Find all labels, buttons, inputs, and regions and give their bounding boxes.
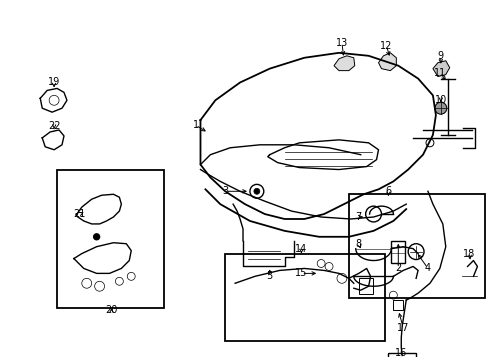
Polygon shape (432, 61, 449, 77)
Text: 21: 21 (74, 209, 86, 219)
Polygon shape (333, 56, 354, 71)
Text: 14: 14 (295, 244, 307, 254)
Text: 12: 12 (380, 41, 392, 51)
Bar (392, 300, 403, 310)
Bar (390, 241, 405, 262)
Text: 5: 5 (266, 271, 272, 282)
Text: 22: 22 (48, 121, 60, 131)
Text: 16: 16 (394, 347, 407, 357)
Text: 10: 10 (434, 95, 446, 105)
Polygon shape (378, 53, 395, 71)
Text: 7: 7 (355, 212, 361, 222)
Text: 17: 17 (396, 323, 408, 333)
Bar (57, 170, 163, 308)
Bar (348, 194, 485, 298)
Text: 11: 11 (433, 68, 445, 78)
Text: 4: 4 (424, 264, 430, 274)
Text: 6: 6 (385, 186, 391, 196)
Text: 9: 9 (437, 51, 443, 61)
Text: 2: 2 (394, 264, 401, 274)
Text: 3: 3 (222, 186, 228, 196)
Text: 20: 20 (105, 305, 118, 315)
Circle shape (94, 234, 100, 240)
Circle shape (253, 188, 259, 194)
Text: 1: 1 (192, 120, 198, 130)
Circle shape (434, 102, 446, 114)
Text: 15: 15 (295, 269, 307, 278)
Bar (358, 278, 372, 294)
Text: 18: 18 (463, 249, 475, 258)
Text: 8: 8 (355, 239, 361, 249)
Text: 19: 19 (48, 77, 60, 87)
Bar (387, 352, 415, 360)
Bar (225, 253, 385, 341)
Text: 13: 13 (335, 38, 347, 48)
